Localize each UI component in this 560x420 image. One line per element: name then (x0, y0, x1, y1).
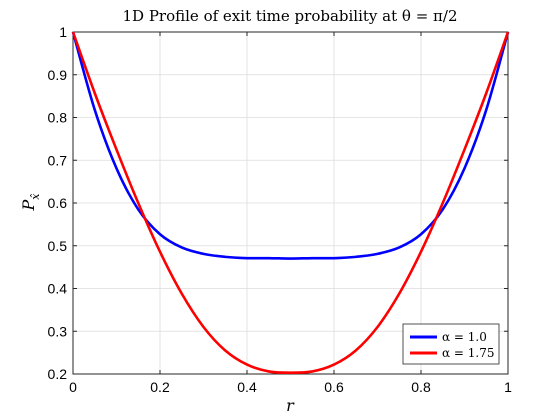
y-tick-label-4: 0.6 (48, 195, 68, 211)
legend-label-series-1: α = 1.75 (442, 346, 495, 360)
chart-title: 1D Profile of exit time probability at θ… (123, 7, 458, 25)
legend-label-series-0: α = 1.0 (442, 330, 487, 344)
y-tick-label-8: 1 (59, 24, 67, 40)
x-axis-label: r (286, 396, 295, 415)
x-tick-label-5: 1 (504, 379, 512, 395)
x-tick-label-3: 0.6 (324, 379, 344, 395)
y-axis-label-subscript: x̂ (29, 193, 42, 200)
x-tick-label-0: 0 (69, 379, 77, 395)
legend-box (402, 323, 500, 365)
y-tick-label-6: 0.8 (48, 110, 68, 126)
y-axis-label-main: P (19, 199, 38, 211)
y-tick-label-0: 0.2 (48, 366, 68, 382)
x-tick-label-2: 0.4 (237, 379, 257, 395)
y-tick-label-2: 0.4 (48, 281, 68, 297)
series-lines (71, 31, 510, 375)
y-tick-label-1: 0.3 (48, 323, 68, 339)
legend: α = 1.0 α = 1.75 (402, 323, 500, 365)
y-axis-label: Px̂ (19, 193, 42, 212)
axis-ticks: 0 0.2 0.4 0.6 0.8 10.20.30.40.50.60.70.80.91 (48, 24, 513, 395)
x-tick-label-1: 0.2 (150, 379, 170, 395)
y-tick-label-5: 0.7 (48, 152, 68, 168)
series-line-1 (71, 31, 510, 375)
y-tick-label-7: 0.9 (48, 67, 68, 83)
x-tick-label-4: 0.8 (411, 379, 431, 395)
y-tick-label-3: 0.5 (48, 238, 68, 254)
